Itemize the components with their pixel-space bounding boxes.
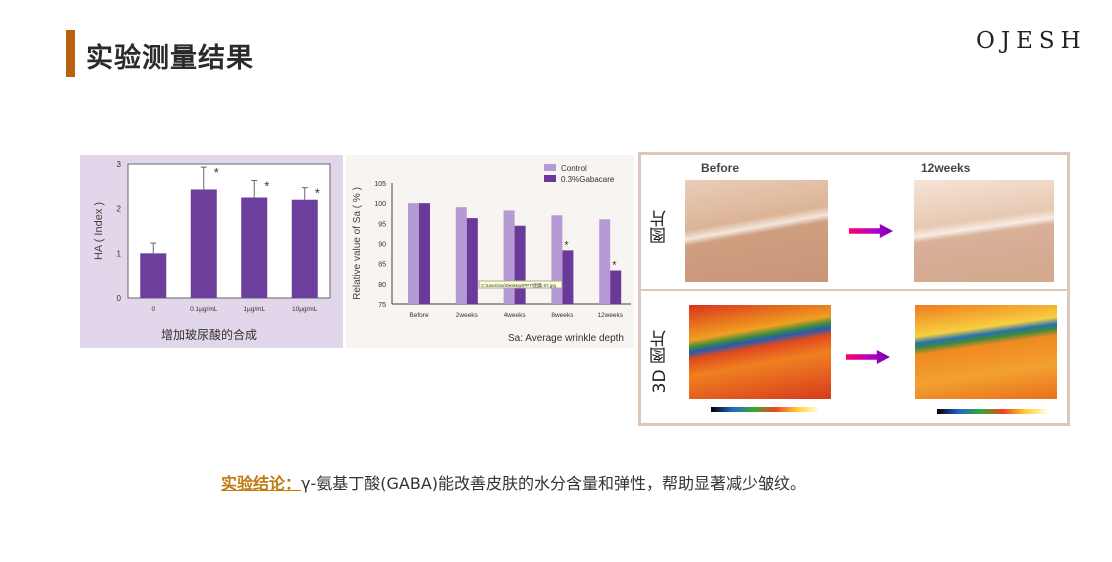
arrow-icon (849, 224, 893, 238)
tooltip-text: C:\Users\xx\Desktop\PPT\图集-07.jpg (481, 282, 557, 289)
conclusion-label: 实验结论： (221, 474, 302, 493)
x-axis-label: 增加玻尿酸的合成 (161, 327, 257, 342)
y-tick-label: 0 (117, 294, 122, 303)
sa-chart-panel: 75 80 85 90 95 100 105 Before 2weeks 4weeks * 8week… (346, 155, 634, 348)
legend-swatch (544, 164, 556, 171)
skin-comparison-panel: Before 12weeks 图片 3D 图片 (638, 152, 1070, 426)
significance-mark: * (264, 179, 269, 194)
row-label-photo: 图片 (650, 210, 670, 244)
row-label-3d: 3D 图片 (650, 330, 670, 394)
y-tick-label: 1 (117, 249, 122, 258)
after-color-scale (937, 409, 1047, 414)
x-tick-label: 1μg/mL (243, 306, 265, 313)
x-tick-label: 0.1μg/mL (190, 306, 218, 313)
after-label: 12weeks (921, 161, 971, 175)
conclusion-text: γ-氨基丁酸(GABA)能改善皮肤的水分含量和弹性，帮助显著减少皱纹。 (301, 474, 807, 493)
y-tick-label: 100 (374, 201, 386, 208)
after-skin-photo (914, 180, 1054, 282)
ha-chart: 0 1 2 3 0 * 0.1μg/mL * 1μg/mL * 10μg/mL HA ( Index … (93, 160, 331, 342)
x-tick-label: 4weeks (504, 312, 527, 319)
y-axis-label: HA ( Index ) (93, 202, 105, 260)
arrow-icon (846, 350, 890, 364)
before-3d-map (689, 305, 831, 399)
x-tick-label: 2weeks (456, 312, 479, 319)
y-tick-label: 95 (378, 221, 386, 228)
after-3d-map (915, 305, 1057, 399)
y-tick-label: 90 (378, 242, 386, 249)
bar-Control (408, 203, 419, 304)
significance-mark: * (315, 186, 320, 201)
x-tick-label: Before (409, 312, 429, 319)
bar-Control (455, 207, 467, 304)
bar-0.3%Gabacare (562, 250, 574, 304)
legend-label: 0.3%Gabacare (561, 175, 615, 184)
tooltip-box (478, 280, 563, 289)
conclusion: 实验结论：γ-氨基丁酸(GABA)能改善皮肤的水分含量和弹性，帮助显著减少皱纹。 (221, 470, 806, 494)
title-accent-bar (66, 30, 75, 77)
before-label: Before (701, 161, 740, 175)
bar (291, 199, 318, 298)
y-axis-label: Relative value of Sa ( % ) (352, 187, 363, 300)
x-tick-label: 10μg/mL (292, 306, 318, 313)
x-axis-label: Sa: Average wrinkle depth (508, 333, 624, 344)
y-tick-label: 105 (374, 181, 386, 188)
x-tick-label: 8weeks (551, 312, 574, 319)
page-title: 实验测量结果 (86, 43, 254, 74)
divider (641, 289, 1067, 291)
y-tick-label: 75 (378, 302, 386, 309)
ha-chart-panel: 0 1 2 3 0 * 0.1μg/mL * 1μg/mL * 10μg/mL HA ( Index … (80, 155, 343, 348)
bar (241, 197, 268, 298)
before-color-scale (711, 407, 818, 412)
bar-Control (599, 219, 611, 304)
legend-swatch (544, 175, 556, 182)
before-skin-photo (685, 180, 828, 282)
bar (190, 189, 217, 298)
bar (140, 253, 167, 298)
x-tick-label: 12weeks (597, 312, 623, 319)
y-tick-label: 80 (378, 282, 386, 289)
significance-mark: * (564, 239, 569, 251)
y-tick-label: 3 (117, 160, 122, 169)
y-tick-label: 85 (378, 262, 386, 269)
bar-0.3%Gabacare (610, 270, 622, 304)
brand-logo: OJESH (976, 28, 1087, 54)
significance-mark: * (214, 165, 219, 180)
bar-0.3%Gabacare (466, 218, 478, 304)
bar-0.3%Gabacare (419, 203, 430, 304)
x-tick-label: 0 (151, 306, 155, 313)
bar-0.3%Gabacare (514, 225, 526, 304)
significance-mark: * (612, 260, 617, 272)
bar-Control (503, 210, 515, 304)
legend-label: Control (561, 164, 587, 173)
sa-chart: 75 80 85 90 95 100 105 Before 2weeks 4weeks * 8week… (352, 164, 631, 344)
bar-Control (551, 215, 563, 304)
y-tick-label: 2 (117, 205, 122, 214)
